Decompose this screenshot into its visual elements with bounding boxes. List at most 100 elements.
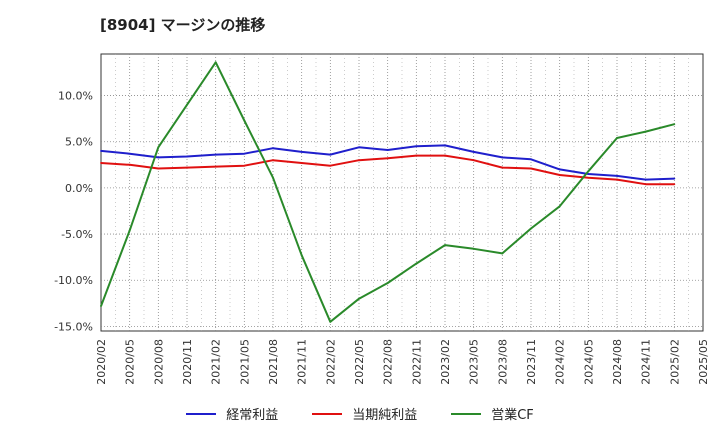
data-point-2 — [300, 254, 303, 257]
data-point-0 — [243, 152, 246, 155]
data-point-1 — [587, 176, 590, 179]
y-tick-label: -10.0% — [54, 274, 93, 287]
x-tick-label: 2020/02 — [95, 339, 108, 385]
data-point-0 — [587, 173, 590, 175]
data-point-2 — [530, 227, 532, 230]
data-point-0 — [501, 156, 504, 159]
x-tick-label: 2020/05 — [124, 339, 137, 385]
data-point-2 — [616, 137, 618, 139]
data-point-0 — [214, 153, 217, 156]
data-point-2 — [415, 262, 418, 265]
data-point-1 — [558, 174, 561, 176]
data-point-1 — [501, 166, 504, 169]
data-point-0 — [472, 150, 475, 153]
data-point-2 — [558, 205, 561, 208]
y-tick-label: 10.0% — [58, 90, 93, 103]
data-point-2 — [128, 229, 131, 232]
data-point-0 — [530, 158, 532, 161]
x-tick-label: 2025/05 — [697, 339, 710, 385]
data-point-2 — [186, 103, 188, 106]
legend-label-net-profit: 当期純利益 — [352, 408, 418, 423]
data-point-2 — [673, 123, 676, 126]
data-point-1 — [472, 159, 475, 162]
x-tick-label: 2021/02 — [210, 339, 223, 385]
data-point-0 — [100, 150, 102, 152]
data-point-1 — [644, 183, 647, 186]
x-tick-label: 2023/08 — [496, 339, 509, 385]
data-point-0 — [272, 147, 274, 150]
legend-item-ordinary-profit: 経常利益 — [186, 404, 278, 423]
data-point-1 — [243, 164, 246, 167]
data-point-0 — [128, 152, 131, 155]
x-tick-label: 2021/08 — [267, 339, 280, 385]
data-point-2 — [386, 282, 389, 284]
legend-swatch-net-profit — [312, 412, 343, 415]
legend-swatch-ordinary-profit — [186, 412, 217, 415]
data-point-0 — [186, 155, 188, 158]
data-point-2 — [472, 247, 475, 250]
data-point-2 — [214, 61, 217, 64]
legend-item-net-profit: 当期純利益 — [312, 404, 417, 423]
data-point-1 — [272, 159, 274, 162]
data-point-1 — [300, 162, 303, 164]
x-tick-label: 2023/11 — [525, 339, 538, 385]
data-point-2 — [100, 305, 102, 307]
x-tick-label: 2020/08 — [152, 339, 165, 385]
data-point-0 — [157, 156, 160, 159]
x-tick-label: 2024/05 — [582, 339, 595, 385]
data-point-1 — [128, 163, 131, 166]
data-point-2 — [644, 130, 647, 133]
y-tick-label: 0.0% — [65, 182, 93, 195]
plot-area — [100, 53, 704, 332]
data-point-2 — [329, 320, 332, 323]
data-point-2 — [272, 176, 274, 179]
chart-title: [8904] マージンの推移 — [100, 16, 266, 34]
data-point-1 — [530, 167, 532, 170]
data-point-2 — [501, 252, 504, 255]
data-point-1 — [100, 162, 102, 164]
x-tick-label: 2022/11 — [410, 339, 423, 385]
data-point-0 — [616, 174, 618, 177]
data-point-1 — [358, 159, 360, 162]
x-tick-label: 2022/05 — [353, 339, 366, 385]
data-point-0 — [329, 153, 332, 156]
data-point-1 — [157, 167, 160, 170]
x-tick-label: 2022/08 — [382, 339, 395, 385]
data-point-2 — [444, 244, 446, 247]
x-tick-label: 2024/11 — [640, 339, 653, 385]
legend-item-operating-cf: 営業CF — [451, 404, 534, 423]
data-point-2 — [587, 170, 590, 173]
data-point-1 — [186, 166, 188, 169]
y-tick-label: 5.0% — [65, 136, 93, 149]
x-tick-label: 2021/11 — [296, 339, 309, 385]
data-point-1 — [386, 157, 389, 160]
data-point-2 — [243, 119, 246, 122]
data-point-0 — [358, 146, 360, 149]
x-tick-label: 2022/02 — [324, 339, 337, 385]
data-point-1 — [673, 183, 676, 186]
legend-label-ordinary-profit: 経常利益 — [226, 408, 279, 423]
x-tick-label: 2020/11 — [181, 339, 194, 385]
x-tick-label: 2021/05 — [238, 339, 251, 385]
y-tick-label: -15.0% — [54, 320, 93, 333]
data-point-1 — [415, 154, 418, 157]
data-point-0 — [300, 150, 303, 153]
x-tick-label: 2023/02 — [439, 339, 452, 385]
data-point-1 — [444, 154, 446, 157]
data-point-0 — [558, 168, 561, 171]
data-point-0 — [644, 178, 647, 181]
data-point-0 — [444, 144, 446, 147]
legend-swatch-operating-cf — [451, 412, 482, 415]
legend-label-operating-cf: 営業CF — [491, 408, 534, 423]
data-point-1 — [329, 164, 332, 167]
data-point-2 — [157, 146, 160, 149]
data-point-2 — [358, 297, 360, 300]
x-tick-label: 2025/02 — [668, 339, 681, 385]
x-tick-label: 2024/08 — [611, 339, 624, 385]
data-point-0 — [386, 149, 389, 151]
y-tick-label: -5.0% — [61, 228, 93, 241]
data-point-1 — [214, 165, 217, 168]
x-tick-label: 2024/02 — [554, 339, 567, 385]
chart-legend: 経常利益 当期純利益 営業CF — [0, 404, 720, 423]
